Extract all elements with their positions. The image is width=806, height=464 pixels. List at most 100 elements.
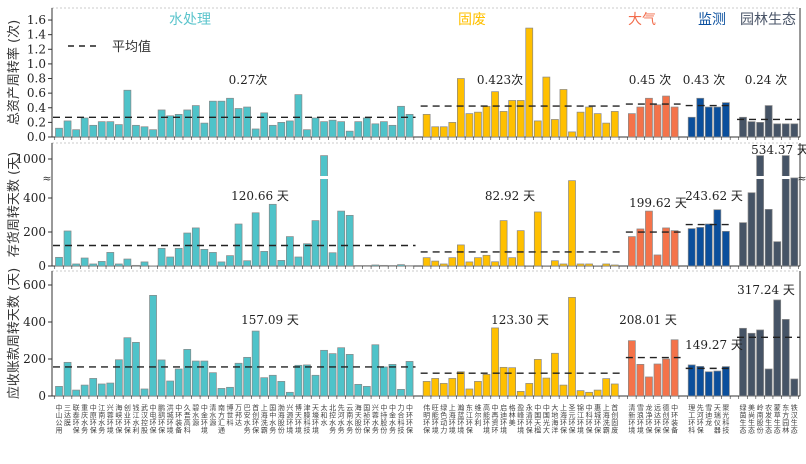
bar — [422, 113, 431, 138]
bar — [114, 124, 123, 138]
bar — [89, 263, 98, 267]
group-title: 监测 — [698, 12, 726, 28]
bar — [739, 327, 747, 397]
bar — [234, 108, 243, 138]
bar — [294, 256, 303, 267]
bar — [722, 230, 730, 267]
bar — [123, 258, 132, 267]
bar — [602, 263, 611, 267]
bar — [542, 377, 551, 397]
bar — [653, 363, 662, 397]
y-axis-title: 应收账款周转天数 (天) — [6, 268, 22, 399]
bar — [747, 332, 756, 397]
bar — [431, 260, 440, 267]
bar — [140, 261, 149, 267]
y-tick-label: 0 — [38, 259, 46, 273]
bar — [499, 111, 508, 138]
bar — [585, 106, 593, 138]
average-label: 0.43 次 — [683, 73, 726, 87]
bar — [191, 227, 200, 267]
average-label: 0.45 次 — [629, 73, 672, 87]
bar — [645, 210, 653, 267]
legend-label: 平均值 — [112, 39, 151, 55]
bar — [499, 366, 508, 397]
bar — [457, 371, 465, 397]
bar — [303, 243, 311, 267]
bar — [157, 109, 166, 138]
bar — [722, 366, 730, 397]
bar — [217, 388, 226, 397]
bar — [311, 374, 320, 397]
bar — [209, 100, 217, 138]
bar-break-gap — [319, 176, 329, 179]
bar — [482, 105, 491, 138]
y-tick-label: 0.0 — [27, 130, 46, 144]
y-tick-label: 200 — [23, 225, 46, 239]
bar — [80, 257, 89, 267]
bar — [747, 121, 756, 138]
bar — [345, 214, 354, 267]
panel-frame — [51, 142, 801, 267]
bar — [328, 252, 337, 267]
bar — [533, 359, 542, 397]
bar — [362, 265, 371, 267]
bar — [704, 371, 713, 397]
bar — [474, 111, 482, 138]
bar — [457, 78, 465, 138]
bar — [790, 177, 799, 267]
y-tick-label: 0.2 — [27, 115, 46, 129]
bar — [268, 203, 277, 267]
panel-frame — [51, 270, 801, 397]
y-tick-label: 0 — [38, 389, 46, 403]
bar — [55, 127, 63, 138]
bar — [328, 353, 337, 397]
bar — [277, 122, 286, 138]
bar — [465, 113, 474, 138]
y-tick-label: 200 — [23, 352, 46, 366]
bar — [739, 222, 747, 267]
bar — [397, 264, 405, 267]
bar — [670, 339, 679, 397]
bar — [764, 368, 773, 397]
bar — [696, 227, 705, 267]
bar — [585, 263, 593, 267]
bar — [388, 265, 397, 267]
bar — [217, 261, 226, 267]
bar — [781, 123, 790, 138]
bar — [593, 389, 602, 397]
bar — [286, 236, 294, 267]
bar — [388, 364, 397, 397]
bar — [80, 117, 89, 138]
bar — [260, 377, 269, 397]
y-axis-title: 存货周转天数 (天) — [6, 152, 22, 257]
bar — [465, 388, 474, 397]
bar — [55, 256, 63, 267]
bar — [277, 260, 286, 267]
bar — [345, 354, 354, 397]
bar — [627, 113, 636, 138]
bar — [756, 329, 764, 397]
average-label: 149.27 天 — [685, 338, 743, 352]
bar — [696, 97, 705, 138]
bar — [97, 121, 106, 138]
bar — [662, 95, 670, 138]
bar — [303, 129, 311, 138]
bar — [713, 209, 722, 267]
bar — [610, 111, 619, 138]
bar-break-gap — [781, 176, 791, 179]
bar — [551, 119, 559, 138]
bar — [106, 121, 115, 138]
bar — [722, 102, 730, 138]
group-title: 园林生态 — [740, 12, 796, 28]
bar — [781, 155, 790, 267]
bar-break-gap — [755, 176, 765, 179]
bar — [516, 391, 525, 397]
bar — [508, 100, 516, 138]
group-title: 固废 — [458, 12, 486, 28]
legend: 平均值 — [68, 39, 151, 55]
bar — [183, 232, 192, 267]
bar — [439, 126, 448, 138]
bar — [72, 389, 80, 397]
average-label: 199.62 天 — [629, 196, 687, 210]
y-tick-label: 1.2 — [27, 42, 46, 56]
